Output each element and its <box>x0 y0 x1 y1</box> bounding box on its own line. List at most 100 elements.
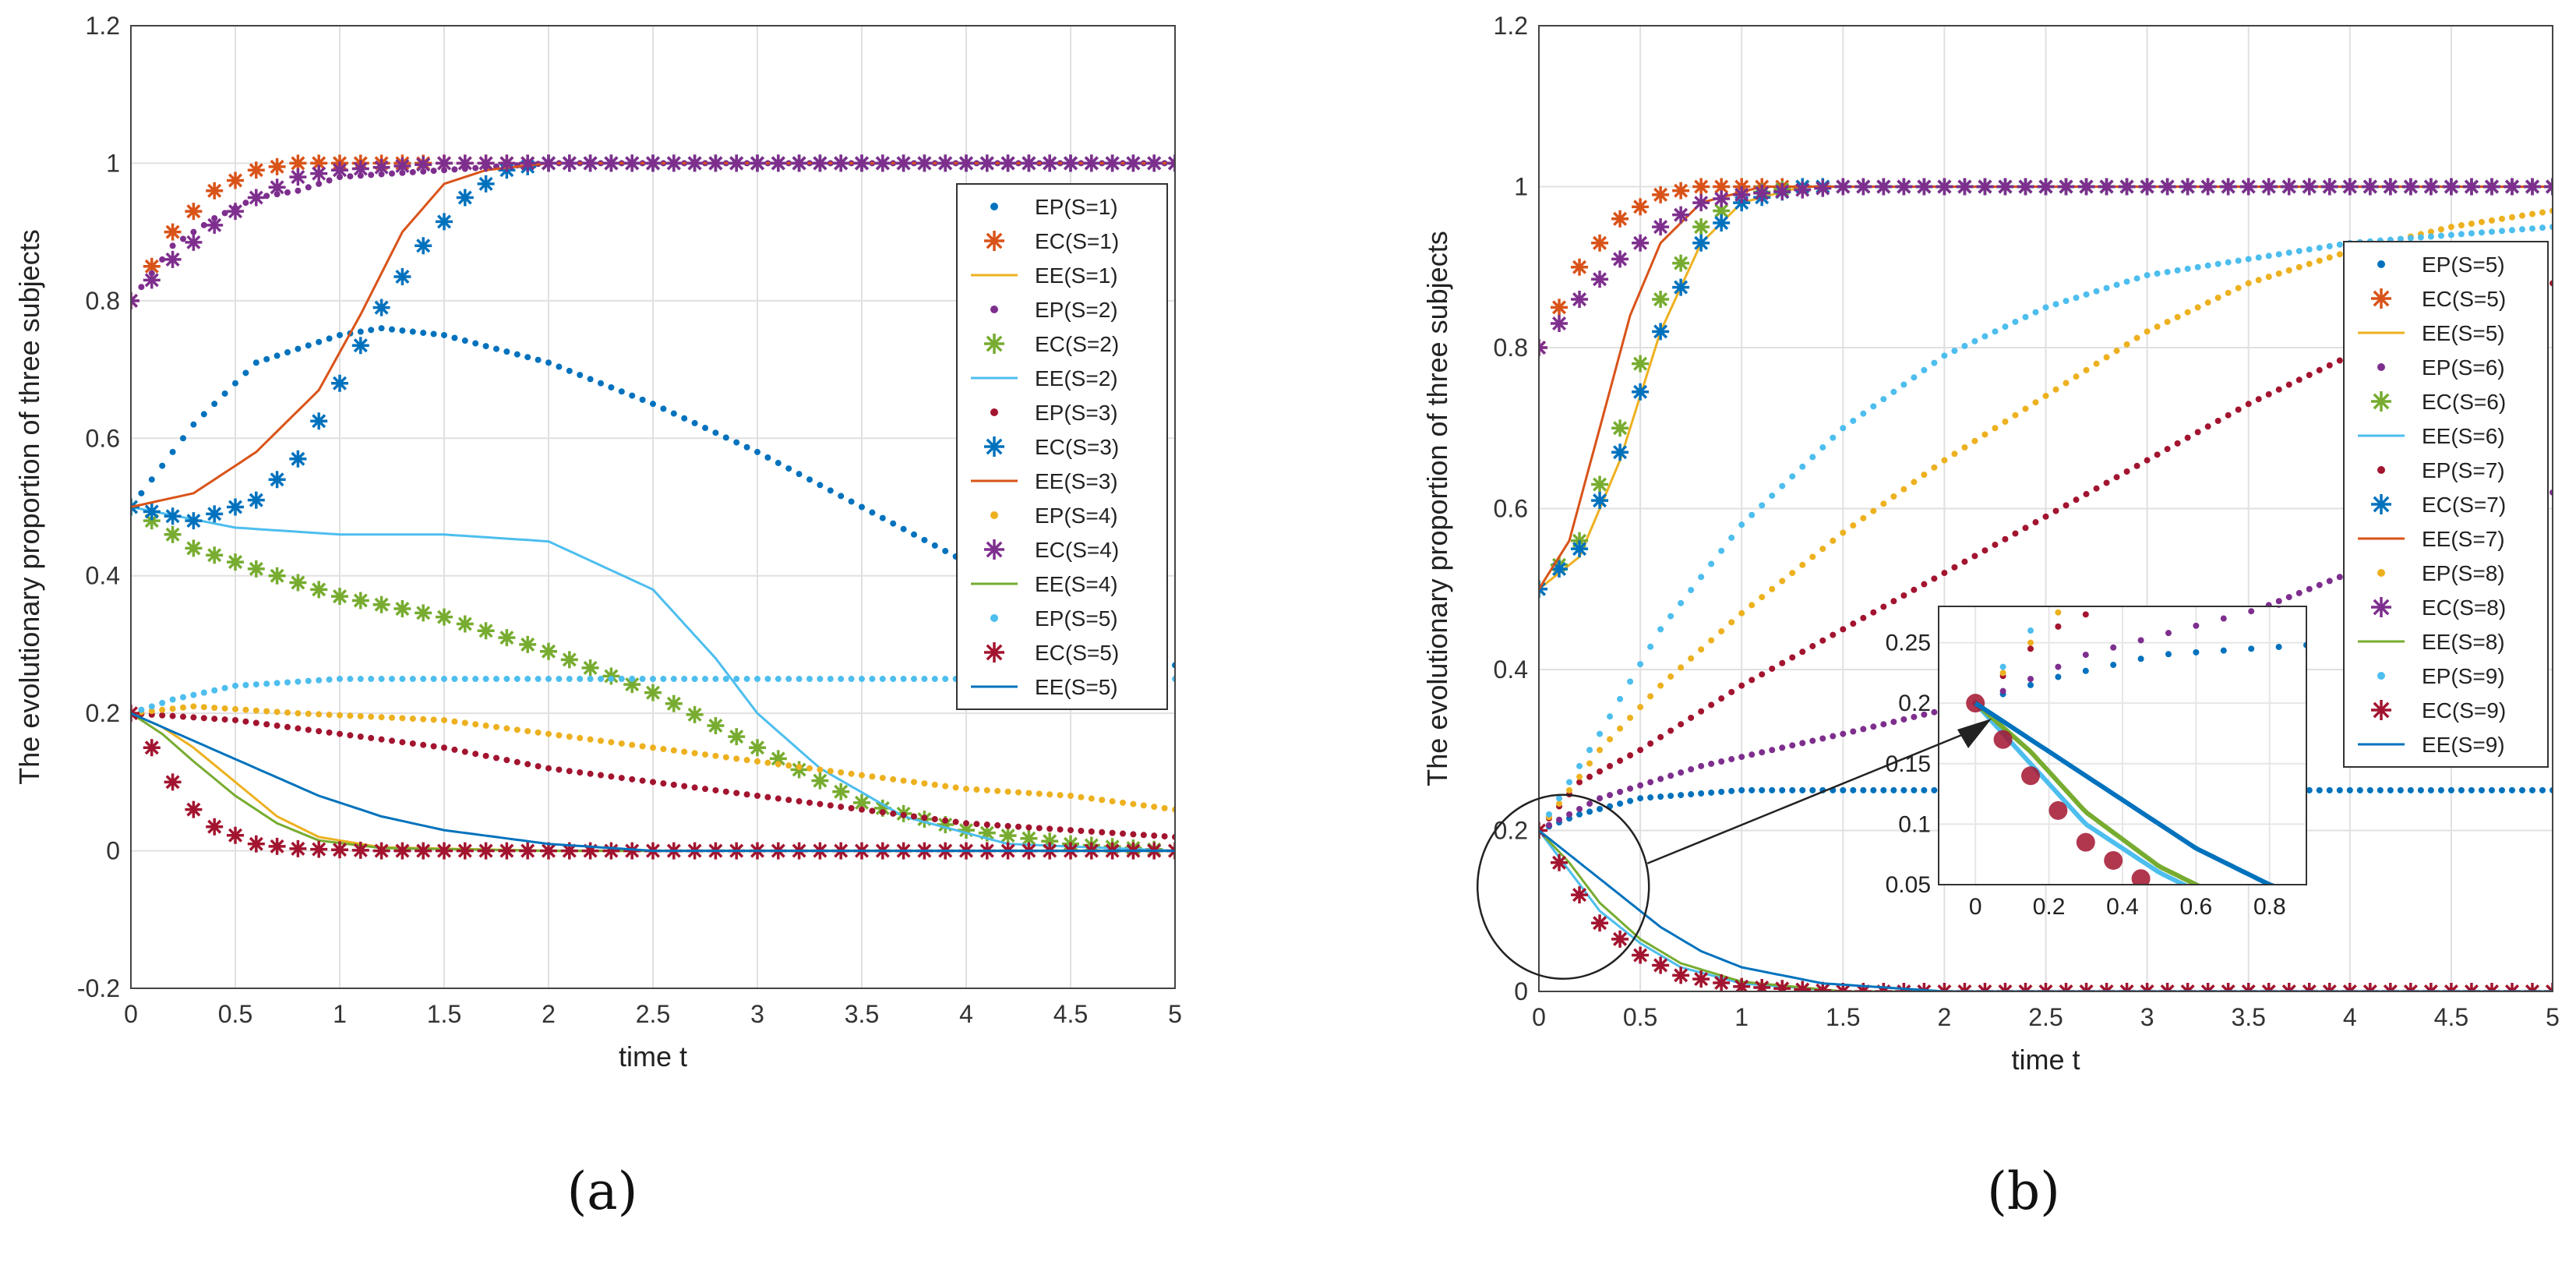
a-point-EP(S=1) <box>817 482 824 489</box>
b-point-EP(S=6) <box>2306 585 2313 592</box>
b-point-EP(S=9) <box>2295 248 2303 255</box>
a-point-EP(S=3) <box>890 810 897 817</box>
a-series-EC(S=2) <box>131 498 1175 860</box>
b-point-EP(S=5) <box>1688 791 1695 798</box>
a-point-EP(S=1) <box>608 384 615 391</box>
a-point-EP(S=1) <box>764 454 771 461</box>
b-point-EP(S=7) <box>2336 357 2343 364</box>
a-point-EC(S=4) <box>1124 154 1142 172</box>
b-point-EP(S=5) <box>2397 786 2404 793</box>
b-series-EC(S=9) <box>1539 822 2553 991</box>
b-point-EP(S=8) <box>1830 537 1837 544</box>
a-point-EP(S=3) <box>869 807 876 814</box>
a-point-EP(S=1) <box>138 489 145 496</box>
b-point-EP(S=8) <box>1951 451 1958 458</box>
a-point-EP(S=1) <box>650 401 656 408</box>
b-point-EC(S=8) <box>1794 181 1812 199</box>
a-point-EC(S=2) <box>206 546 224 564</box>
b-point-EP(S=5) <box>2427 786 2434 793</box>
a-point-EP(S=4) <box>242 706 249 713</box>
a-point-EC(S=4) <box>1103 154 1121 172</box>
a-point-EP(S=1) <box>409 328 416 335</box>
b-point-EP(S=6) <box>1911 713 1918 720</box>
a-point-EP(S=3) <box>587 770 594 777</box>
a-point-EP(S=5) <box>712 676 719 683</box>
a-point-EP(S=3) <box>691 784 698 791</box>
b-point-EP(S=8) <box>1809 553 1816 560</box>
a-point-EP(S=1) <box>305 342 312 349</box>
b-point-EP(S=9) <box>1667 613 1674 620</box>
a-point-EP(S=4) <box>775 761 782 768</box>
b-point-EP(S=9) <box>1718 547 1725 554</box>
a-point-EC(S=3) <box>227 498 244 516</box>
a-point-EP(S=3) <box>670 781 677 788</box>
b-point-EP(S=5) <box>2366 786 2373 793</box>
a-point-EP(S=2) <box>305 184 312 191</box>
a-point-EP(S=5) <box>357 676 364 683</box>
a-point-EP(S=5) <box>451 676 458 683</box>
b-point-EP(S=7) <box>2012 530 2019 537</box>
a-point-EP(S=1) <box>169 448 176 455</box>
b-point-EP(S=8) <box>1789 570 1796 577</box>
a-point-EC(S=2) <box>331 588 348 606</box>
a-point-EP(S=1) <box>524 354 531 361</box>
b-point-EP(S=7) <box>2103 479 2110 486</box>
a-point-EP(S=1) <box>316 338 323 345</box>
b-point-EP(S=9) <box>1951 348 1958 355</box>
b-point-EC(S=6) <box>1591 475 1609 493</box>
a-point-EC(S=3) <box>456 189 474 207</box>
b-line-EE(S=6) <box>1539 829 2553 991</box>
a-point-EP(S=1) <box>190 421 197 428</box>
b-point-EP(S=5) <box>2478 786 2485 793</box>
a-point-EP(S=3) <box>535 763 542 770</box>
b-point-EP(S=9) <box>2103 284 2110 292</box>
a-point-EP(S=3) <box>273 723 281 730</box>
b-point-EP(S=8) <box>2488 217 2495 224</box>
a-point-EC(S=5) <box>393 842 411 860</box>
b-point-EP(S=8) <box>2184 309 2191 316</box>
a-point-EP(S=4) <box>1015 789 1022 796</box>
a-point-EP(S=1) <box>838 493 845 500</box>
a-point-EP(S=5) <box>827 676 834 683</box>
b-point-EP(S=5) <box>2346 786 2353 793</box>
a-point-EP(S=4) <box>347 712 354 719</box>
b-point-EP(S=9) <box>2154 270 2161 277</box>
a-point-EC(S=3) <box>436 213 453 231</box>
a-point-EC(S=4) <box>164 250 182 268</box>
a-point-EC(S=4) <box>351 160 369 178</box>
b-point-EP(S=5) <box>1667 793 1674 800</box>
b-point-EP(S=6) <box>1819 735 1826 742</box>
a-point-EC(S=4) <box>185 233 203 251</box>
b-y-tick-label: 1 <box>1514 173 1528 201</box>
a-point-EP(S=4) <box>1046 791 1053 798</box>
b-legend-label-EE(S=5): EE(S=5) <box>2422 321 2505 345</box>
b-point-EP(S=5) <box>1718 788 1725 795</box>
a-point-EP(S=4) <box>859 772 865 779</box>
a-point-EC(S=1) <box>310 154 328 172</box>
a-point-EP(S=5) <box>817 676 824 683</box>
b-point-EP(S=9) <box>2336 241 2343 248</box>
b-inset-point-EP(S=7) <box>2027 645 2034 652</box>
b-inset-point-EP(S=5) <box>2193 648 2200 655</box>
b-point-EP(S=9) <box>1546 811 1553 818</box>
b-x-axis-label: time t <box>2011 1044 2080 1076</box>
a-legend-label-EE(S=3): EE(S=3) <box>1035 469 1118 493</box>
a-point-EP(S=5) <box>263 680 270 687</box>
b-point-EP(S=8) <box>1607 736 1614 743</box>
a-point-EC(S=2) <box>436 608 453 626</box>
a-axes-frame <box>130 25 1176 989</box>
b-point-EP(S=9) <box>1789 473 1796 480</box>
a-series-EC(S=4) <box>131 154 1175 309</box>
b-point-EP(S=9) <box>2113 281 2120 288</box>
a-point-EP(S=4) <box>1036 790 1043 797</box>
a-point-EP(S=3) <box>513 758 520 765</box>
b-point-EP(S=7) <box>1911 586 1918 593</box>
b-point-EP(S=8) <box>2235 284 2242 292</box>
b-point-EP(S=9) <box>1971 337 1978 345</box>
b-legend-label-EC(S=6): EC(S=6) <box>2422 390 2506 414</box>
b-x-tick-label: 3.5 <box>2231 1003 2265 1031</box>
a-point-EP(S=5) <box>785 676 792 683</box>
b-point-EC(S=8) <box>1753 184 1771 202</box>
b-point-EP(S=6) <box>1870 723 1877 730</box>
b-point-EP(S=7) <box>1890 598 1897 605</box>
